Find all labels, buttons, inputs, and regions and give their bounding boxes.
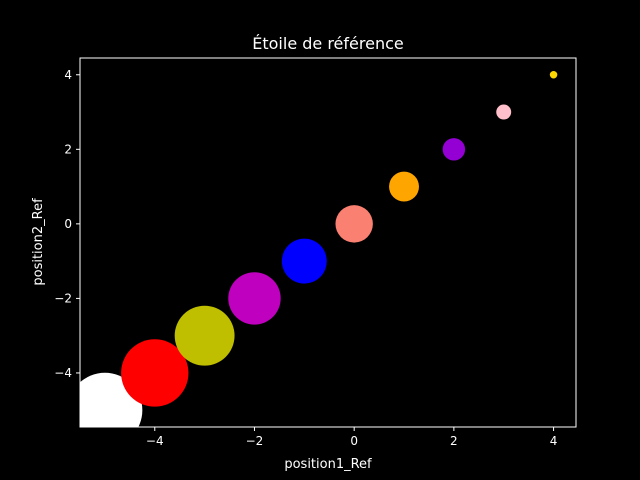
scatter-point-4 xyxy=(228,272,280,324)
scatter-point-8 xyxy=(443,138,465,160)
scatter-point-3 xyxy=(175,306,235,366)
scatter-point-5 xyxy=(282,239,327,284)
x-tick-label: 4 xyxy=(550,434,558,448)
y-tick-label: 0 xyxy=(64,217,72,231)
y-tick-label: 2 xyxy=(64,142,72,156)
scatter-point-7 xyxy=(389,172,419,202)
x-axis-label: position1_Ref xyxy=(284,457,372,472)
x-tick-label: 2 xyxy=(450,434,458,448)
y-tick-label: 4 xyxy=(64,68,72,82)
chart-title: Étoile de référence xyxy=(252,34,403,53)
scatter-point-9 xyxy=(496,105,511,120)
points-layer xyxy=(68,71,558,448)
scatter-point-10 xyxy=(550,71,557,78)
x-tick-label: −4 xyxy=(146,434,164,448)
x-tick-label: −2 xyxy=(246,434,264,448)
y-tick-label: −4 xyxy=(54,366,72,380)
scatter-point-6 xyxy=(335,205,372,242)
y-axis-label: position2_Ref xyxy=(31,198,46,286)
y-tick-label: −2 xyxy=(54,291,72,305)
y-axis: −4 −2 0 2 4 xyxy=(54,68,80,380)
x-axis: −4 −2 0 2 4 xyxy=(146,427,557,448)
x-tick-label: 0 xyxy=(350,434,358,448)
